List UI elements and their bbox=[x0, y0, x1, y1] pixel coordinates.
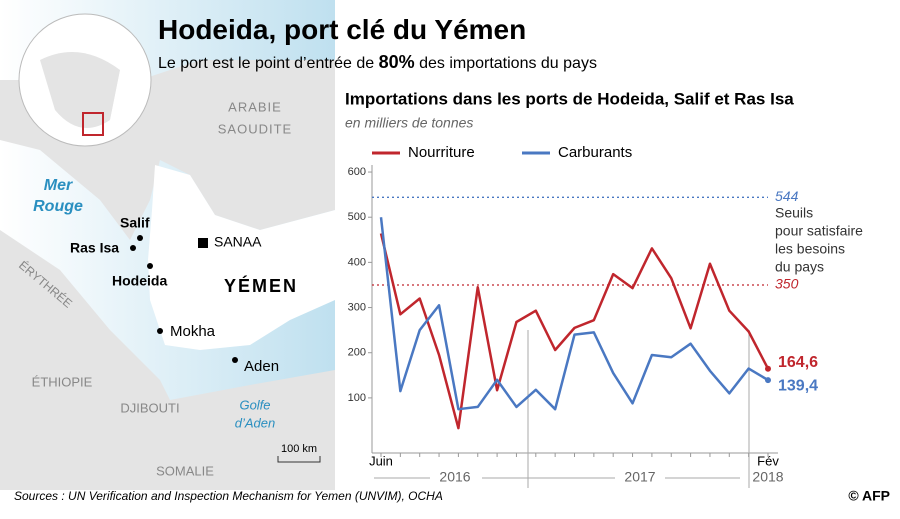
y-tick-label: 600 bbox=[348, 166, 366, 178]
map-label: Mokha bbox=[170, 323, 216, 340]
y-tick-label: 500 bbox=[348, 211, 366, 223]
series-line bbox=[379, 233, 770, 430]
map: ARABIE SAOUDITE Mer Rouge Salif Ras Isa … bbox=[0, 0, 335, 490]
source: Sources : UN Verification and Inspection… bbox=[14, 489, 443, 503]
reference-label: 350 bbox=[775, 276, 799, 292]
map-label: Rouge bbox=[33, 198, 83, 215]
series-line bbox=[379, 217, 769, 411]
map-label: SAOUDITE bbox=[218, 121, 292, 136]
credit: © AFP bbox=[848, 488, 890, 504]
y-tick-label: 100 bbox=[348, 392, 366, 404]
map-label: Ras Isa bbox=[70, 240, 119, 256]
y-tick-label: 400 bbox=[348, 256, 366, 268]
x-tick-label: Juin bbox=[369, 453, 393, 468]
x-tick-label: Fév bbox=[757, 453, 779, 468]
annotation: Seuils bbox=[775, 205, 813, 221]
subtitle-text: des importations du pays bbox=[414, 55, 597, 72]
value-label: 164,6 bbox=[778, 354, 818, 371]
end-point bbox=[765, 377, 771, 384]
map-label: YÉMEN bbox=[224, 275, 298, 296]
map-label: Salif bbox=[120, 215, 150, 231]
value-label: 139,4 bbox=[778, 377, 818, 394]
map-label: Golfe bbox=[239, 397, 270, 412]
map-label: Hodeida bbox=[112, 273, 167, 289]
map-label: SOMALIE bbox=[156, 463, 214, 478]
subtitle: Le port est le point d’entrée de 80% des… bbox=[158, 52, 597, 73]
title: Hodeida, port clé du Yémen bbox=[158, 14, 527, 45]
y-tick-label: 200 bbox=[348, 347, 366, 359]
map-scale: 100 km bbox=[281, 443, 317, 455]
year-label: 2016 bbox=[439, 469, 470, 485]
year-label: 2017 bbox=[624, 469, 655, 485]
map-label: SANAA bbox=[214, 234, 262, 250]
annotation: les besoins bbox=[775, 241, 845, 257]
end-point bbox=[765, 365, 771, 372]
subtitle-highlight: 80% bbox=[378, 52, 415, 72]
map-label: ARABIE bbox=[228, 99, 282, 114]
subtitle-text: Le port est le point d’entrée de bbox=[158, 55, 379, 72]
legend-label: Nourriture bbox=[408, 144, 475, 161]
chart-title: Importations dans les ports de Hodeida, … bbox=[345, 89, 794, 108]
annotation: du pays bbox=[775, 259, 824, 275]
annotation: pour satisfaire bbox=[775, 223, 863, 239]
map-label: Aden bbox=[244, 358, 279, 375]
reference-label: 544 bbox=[775, 188, 799, 204]
y-tick-label: 300 bbox=[348, 301, 366, 313]
year-label: 2018 bbox=[752, 469, 783, 485]
map-label: DJIBOUTI bbox=[120, 400, 179, 415]
map-label: d’Aden bbox=[235, 415, 275, 430]
legend-label: Carburants bbox=[558, 144, 632, 161]
map-label: ÉTHIOPIE bbox=[32, 374, 93, 389]
map-label: Mer bbox=[44, 177, 73, 194]
chart-subtitle: en milliers de tonnes bbox=[345, 115, 473, 131]
